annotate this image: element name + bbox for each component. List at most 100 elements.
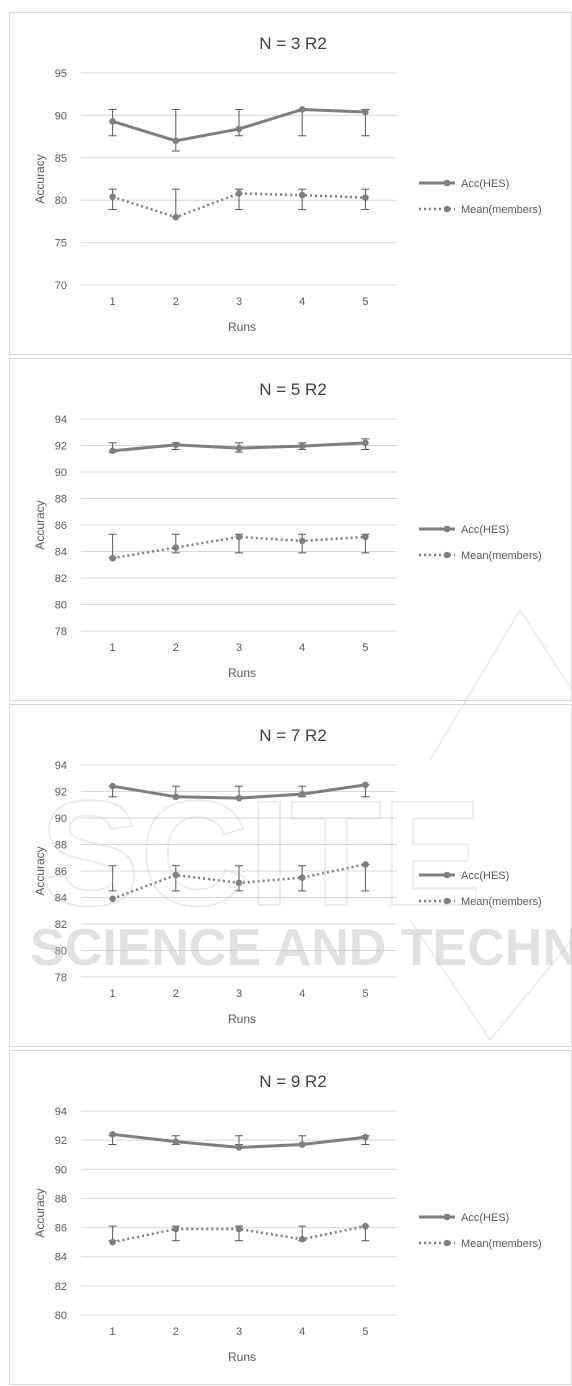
y-tick-label: 88	[55, 840, 67, 852]
x-axis-title: Runs	[228, 320, 256, 334]
y-tick-label: 70	[55, 280, 67, 292]
data-point	[172, 544, 180, 551]
legend-swatch-marker	[443, 205, 451, 213]
x-tick-label: 1	[110, 296, 116, 308]
x-tick-label: 3	[236, 642, 242, 654]
data-point	[298, 1235, 306, 1243]
x-tick-label: 4	[299, 988, 305, 1000]
y-tick-label: 94	[55, 414, 67, 426]
x-tick-label: 4	[299, 642, 305, 654]
x-tick-label: 2	[173, 1326, 179, 1338]
data-point	[298, 874, 306, 881]
x-tick-label: 5	[362, 642, 368, 654]
y-tick-label: 85	[55, 153, 67, 165]
data-point	[109, 447, 116, 455]
data-point	[298, 191, 306, 199]
data-point	[235, 444, 243, 452]
legend-label: Acc(HES)	[461, 524, 509, 536]
chart-svg-n3: N = 3 R2 70 75 80 85 90 95 1 2 3 4 5 Runs Accuracy Acc…	[33, 34, 542, 334]
legend-swatch-marker	[443, 1213, 451, 1221]
y-tick-label: 88	[55, 494, 67, 506]
data-point	[298, 106, 306, 113]
legend-swatch-marker	[443, 525, 451, 533]
data-point	[298, 790, 306, 798]
chart-panel-n5: N = 5 R2 78 80 82 84 86 88 90 92 94 1 2 3 4 5 Runs Accur…	[9, 358, 572, 701]
x-tick-label: 3	[236, 296, 242, 308]
legend-swatch-marker	[443, 179, 451, 187]
y-tick-label: 94	[55, 760, 67, 772]
chart-title: N = 3 R2	[259, 34, 327, 53]
y-tick-label: 80	[55, 946, 67, 958]
y-tick-label: 78	[55, 972, 67, 984]
legend-label: Mean(members)	[461, 1238, 542, 1250]
y-axis-title: Accuracy	[33, 154, 47, 203]
y-axis-title: Accuracy	[33, 1188, 47, 1237]
x-axis-title: Runs	[228, 1350, 256, 1364]
chart-svg-n7: N = 7 R2 78 80 82 84 86 88 90 92 94 1 2 3 4 5 Runs Accur…	[33, 726, 542, 1026]
legend-label: Acc(HES)	[461, 870, 509, 882]
y-tick-label: 82	[55, 1281, 67, 1293]
x-tick-label: 4	[299, 296, 305, 308]
data-point	[235, 533, 243, 541]
legend-label: Mean(members)	[461, 204, 542, 216]
chart-panel-n3: N = 3 R2 70 75 80 85 90 95 1 2 3 4 5 Runs Accuracy Acc…	[9, 12, 572, 355]
y-tick-label: 78	[55, 626, 67, 638]
y-tick-label: 88	[55, 1193, 67, 1205]
y-tick-label: 95	[55, 68, 67, 80]
x-tick-label: 3	[236, 988, 242, 1000]
legend-swatch-marker	[443, 551, 451, 559]
data-point	[362, 194, 369, 201]
data-point	[298, 537, 306, 545]
chart-svg-n9: N = 9 R2 80 82 84 86 88 90 92 94 1 2 3 4 5 Runs Accurac…	[33, 1072, 542, 1364]
data-point	[172, 137, 180, 145]
y-tick-label: 86	[55, 866, 67, 878]
legend-swatch-marker	[443, 897, 451, 905]
data-point	[235, 879, 243, 887]
data-point	[362, 533, 369, 541]
data-point	[362, 439, 369, 447]
data-point	[362, 1222, 369, 1230]
data-point	[109, 193, 116, 201]
y-tick-label: 84	[55, 1252, 67, 1264]
y-tick-label: 92	[55, 787, 67, 799]
y-tick-label: 75	[55, 238, 67, 250]
x-tick-label: 2	[173, 988, 179, 1000]
y-tick-label: 86	[55, 1223, 67, 1235]
data-point	[235, 125, 243, 133]
y-tick-label: 80	[55, 600, 67, 612]
y-tick-label: 90	[55, 467, 67, 479]
legend-label: Acc(HES)	[461, 178, 509, 190]
data-point	[362, 781, 369, 789]
legend-label: Mean(members)	[461, 550, 542, 562]
y-tick-label: 90	[55, 110, 67, 122]
y-tick-label: 84	[55, 893, 67, 905]
x-tick-label: 4	[299, 1326, 305, 1338]
y-tick-label: 90	[55, 1164, 67, 1176]
data-point	[172, 1225, 180, 1233]
data-point	[109, 895, 116, 903]
data-point	[235, 1144, 243, 1151]
y-tick-label: 84	[55, 547, 67, 559]
x-tick-label: 1	[110, 642, 116, 654]
legend-swatch-marker	[443, 1239, 451, 1247]
x-tick-label: 3	[236, 1326, 242, 1338]
x-tick-label: 1	[110, 988, 116, 1000]
y-axis-title: Accuracy	[33, 846, 47, 895]
legend-label: Mean(members)	[461, 896, 542, 908]
data-point	[172, 793, 180, 801]
y-axis-title: Accuracy	[33, 500, 47, 549]
data-point	[235, 794, 243, 802]
data-point	[362, 861, 369, 868]
x-tick-label: 5	[362, 1326, 368, 1338]
data-point	[235, 190, 243, 197]
x-tick-label: 2	[173, 296, 179, 308]
chart-panel-n7: N = 7 R2 78 80 82 84 86 88 90 92 94 1 2 3 4 5 Runs Accur…	[9, 704, 572, 1047]
x-tick-label: 2	[173, 642, 179, 654]
data-point	[298, 442, 306, 450]
chart-title: N = 7 R2	[259, 726, 327, 745]
legend-swatch-marker	[443, 871, 451, 879]
chart-title: N = 5 R2	[259, 380, 327, 399]
y-tick-label: 82	[55, 919, 67, 931]
legend-label: Acc(HES)	[461, 1212, 509, 1224]
x-tick-label: 1	[110, 1326, 116, 1338]
